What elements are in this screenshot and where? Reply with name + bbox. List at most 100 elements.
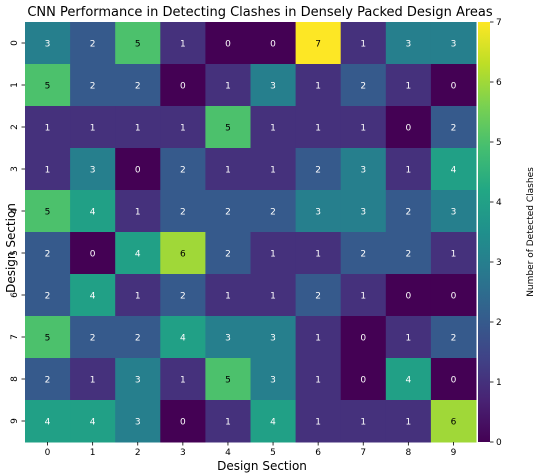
- cell-value-label: 2: [225, 208, 231, 218]
- cell-value-label: 0: [360, 334, 366, 344]
- heatmap-cell: [340, 190, 387, 233]
- heatmap-cell: [205, 190, 251, 233]
- cell-value-label: 5: [45, 334, 51, 344]
- cell-value-label: 2: [180, 292, 186, 302]
- colorbar-tick-label: 4: [496, 198, 502, 208]
- cell-value-label: 2: [180, 166, 186, 176]
- heatmap-cell: [250, 190, 297, 233]
- heatmap-cell: [340, 400, 387, 443]
- heatmap-cell: [115, 22, 161, 65]
- y-tick-label: 6: [10, 292, 20, 298]
- cell-value-label: 5: [135, 40, 141, 50]
- cell-value-label: 7: [315, 40, 321, 50]
- heatmap-cell: [115, 64, 161, 107]
- colorbar-ticks: 0 1 2 3 4 5 6 7: [490, 18, 502, 448]
- heatmap-cell: [340, 274, 387, 317]
- cell-value-label: 3: [90, 166, 96, 176]
- cell-value-label: 4: [90, 292, 96, 302]
- cell-value-label: 1: [225, 166, 231, 176]
- heatmap-cell: [385, 190, 432, 233]
- heatmap-cell: [205, 64, 251, 107]
- cell-value-label: 1: [90, 124, 96, 134]
- cell-value-label: 1: [135, 208, 141, 218]
- heatmap-cell: [430, 190, 477, 233]
- heatmap-cell: [205, 232, 251, 275]
- heatmap-cell: [25, 232, 71, 275]
- heatmap-cell: [250, 232, 297, 275]
- cell-value-label: 0: [405, 292, 411, 302]
- heatmap-cell: [340, 148, 387, 191]
- y-axis-ticks: 0 1 2 3 4 5 6 7 8 9: [10, 40, 25, 424]
- heatmap-cell: [70, 106, 116, 149]
- heatmap-cell: [340, 358, 387, 401]
- cell-value-label: 2: [135, 334, 141, 344]
- colorbar-tick-label: 5: [496, 138, 502, 148]
- cell-value-label: 1: [270, 250, 276, 260]
- heatmap-cell: [25, 190, 71, 233]
- heatmap-cell: [160, 274, 206, 317]
- heatmap-cell: [430, 232, 477, 275]
- heatmap-cell: [295, 190, 342, 233]
- heatmap-cell: [25, 64, 71, 107]
- cell-value-label: 4: [451, 166, 457, 176]
- cell-value-label: 1: [360, 418, 366, 428]
- colorbar-tick-label: 0: [496, 438, 502, 448]
- cell-value-label: 4: [45, 418, 51, 428]
- heatmap-cell: [250, 358, 297, 401]
- heatmap-cell: [385, 22, 432, 65]
- cell-value-label: 2: [45, 292, 51, 302]
- cell-value-label: 3: [451, 208, 457, 218]
- cell-value-label: 4: [180, 334, 186, 344]
- cell-value-label: 1: [315, 124, 321, 134]
- heatmap-cell: [340, 22, 387, 65]
- cell-value-label: 2: [315, 292, 321, 302]
- heatmap-cell: [250, 400, 297, 443]
- heatmap-cell: [385, 106, 432, 149]
- cell-value-label: 0: [180, 418, 186, 428]
- heatmap-cell: [430, 400, 477, 443]
- heatmap-cell: [385, 274, 432, 317]
- y-tick-label: 4: [10, 208, 20, 214]
- y-tick-label: 9: [10, 418, 20, 424]
- heatmap-cell: [295, 22, 342, 65]
- cell-value-label: 0: [270, 40, 276, 50]
- heatmap-cell: [160, 64, 206, 107]
- heatmap-cell: [25, 316, 71, 359]
- cell-value-label: 1: [315, 418, 321, 428]
- heatmap-cell: [205, 22, 251, 65]
- cell-value-label: 1: [315, 334, 321, 344]
- cell-value-label: 3: [270, 376, 276, 386]
- y-tick-label: 5: [10, 250, 20, 256]
- cell-value-label: 2: [360, 250, 366, 260]
- cell-value-label: 3: [45, 40, 51, 50]
- heatmap-cell: [25, 274, 71, 317]
- colorbar-tick-label: 1: [496, 378, 502, 388]
- cell-value-label: 1: [45, 166, 51, 176]
- cell-value-label: 0: [225, 40, 231, 50]
- cell-value-label: 1: [360, 40, 366, 50]
- cell-value-label: 4: [405, 376, 411, 386]
- x-tick-label: 7: [360, 448, 366, 458]
- x-tick-label: 2: [135, 448, 141, 458]
- colorbar-tick-label: 6: [496, 78, 502, 88]
- cell-value-label: 0: [405, 124, 411, 134]
- heatmap-cell: [70, 316, 116, 359]
- cell-value-label: 0: [451, 376, 457, 386]
- x-tick-label: 0: [45, 448, 51, 458]
- cell-value-label: 2: [45, 250, 51, 260]
- colorbar: [478, 22, 490, 442]
- cell-value-label: 2: [90, 82, 96, 92]
- cell-value-label: 2: [45, 376, 51, 386]
- cell-value-label: 5: [45, 208, 51, 218]
- heatmap-cell: [115, 316, 161, 359]
- heatmap-cell: [385, 316, 432, 359]
- heatmap-cell: [70, 22, 116, 65]
- cell-value-label: 3: [360, 208, 366, 218]
- heatmap-cell: [160, 232, 206, 275]
- heatmap-cell: [205, 148, 251, 191]
- cell-value-label: 5: [45, 82, 51, 92]
- heatmap-cell: [250, 274, 297, 317]
- heatmap-cells: 3 2 5 1 0 0 7 1 3 3 5 2 2 0 1 3 1 2 1 0 1 1 1 1 5 1 1 1 0 2 1 3 0 2 1 1 2 3 1 4…: [25, 22, 477, 443]
- heatmap-cell: [295, 64, 342, 107]
- heatmap-cell: [70, 358, 116, 401]
